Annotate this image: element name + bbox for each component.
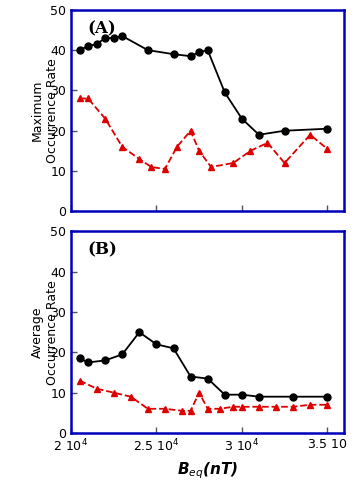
Y-axis label: Average
Occurrence Rate: Average Occurrence Rate bbox=[31, 280, 59, 385]
Text: (B): (B) bbox=[87, 242, 117, 259]
Text: (A): (A) bbox=[87, 20, 116, 37]
X-axis label: B$_{eq}$(nT): B$_{eq}$(nT) bbox=[177, 460, 238, 481]
Y-axis label: Maximum
Occurrence Rate: Maximum Occurrence Rate bbox=[31, 58, 59, 163]
